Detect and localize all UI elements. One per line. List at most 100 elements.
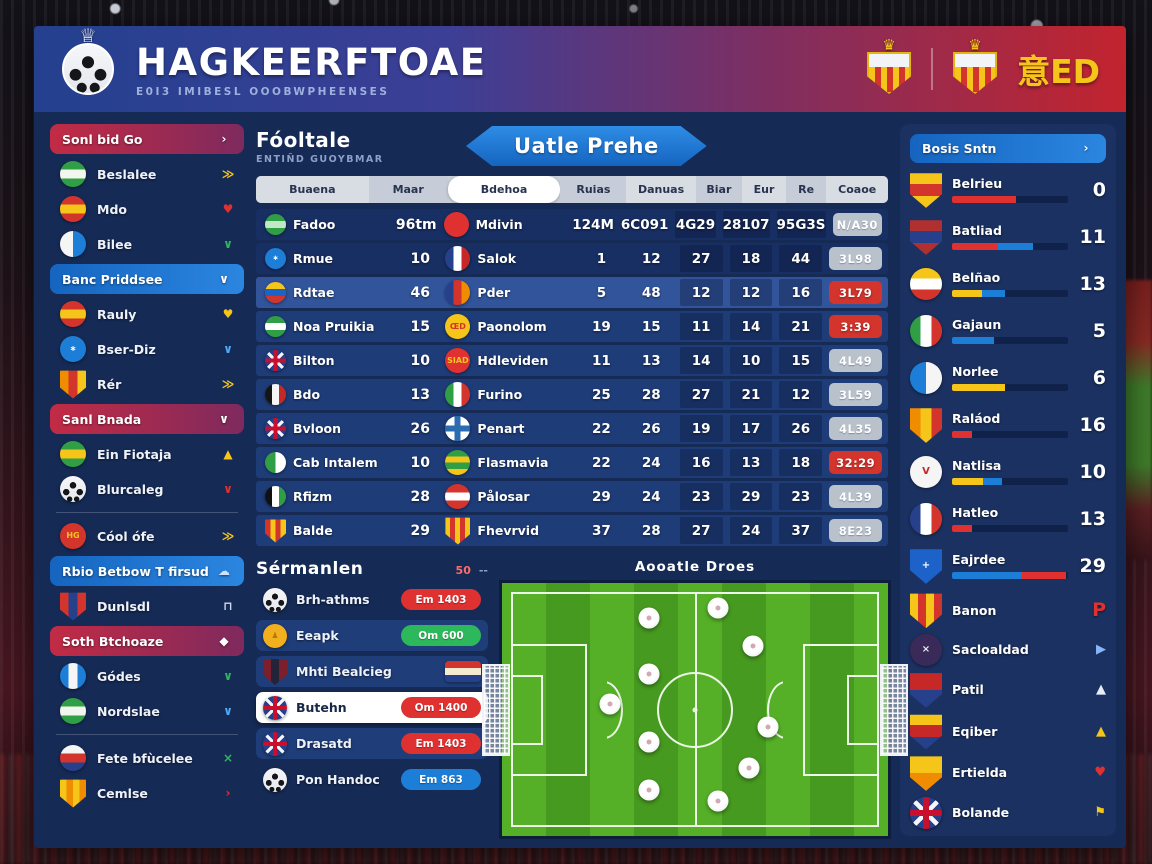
team1-name: Bilton [293,353,335,368]
team2-name: Pålosar [477,489,530,504]
odds-badge[interactable]: 4L39 [829,485,882,508]
sidebar-item[interactable]: Dunlsdl ⊓ [50,591,244,621]
table-row[interactable]: Fadoo 96tm Mdivin 124M 6C091 4G29 28107 95G3S N/… [256,209,888,240]
odds-badge[interactable]: N/A30 [832,213,882,236]
tab-re[interactable]: Re [785,176,827,203]
tab-danuas[interactable]: Danuas [626,176,696,203]
sidebar-item[interactable]: Fete bfùcelee × [50,743,244,773]
sidebar-item[interactable]: Gódes ∨ [50,661,244,691]
ranking-item[interactable]: Batliad 11 [910,217,1106,257]
odds-badge[interactable]: 4L49 [829,349,882,372]
tab-coaoe[interactable]: Coaoe [826,176,888,203]
goal-box-right [847,674,879,745]
odds-badge[interactable]: 4L35 [829,417,882,440]
sidebar-item[interactable]: Beslalee ≫ [50,159,244,189]
ranking-item[interactable]: Banon P [910,593,1106,629]
ranking-item[interactable]: Bolande ⚑ [910,796,1106,829]
table-row[interactable]: Bilton 10 SIAD Hdleviden 11 13 14 10 15 4L49 [256,345,888,376]
sidebar-divider [56,512,238,513]
ranking-item[interactable]: Eqiber ▲ [910,714,1106,750]
sidebar-item[interactable]: Ein Fiotaja ▲ [50,439,244,469]
standings-item[interactable]: Brh-athms Em 1403 [256,584,488,615]
sidebar-item[interactable]: Blurcaleg ∨ [50,474,244,504]
progress-segment [952,243,999,251]
team-crest-icon [445,382,471,407]
time-pill: Om 1400 [401,697,481,718]
table-row[interactable]: Rdtae 46 Pder 5 48 12 12 16 3L79 [256,277,888,308]
table-row[interactable]: Noa Pruikia 15 ŒD Paonolom 19 15 11 14 21 3:39 [256,311,888,342]
sidebar-section-button[interactable]: Rbio Betbow T firsud ☁ [50,556,244,586]
table-row[interactable]: Bvloon 26 Penart 22 26 19 17 26 4L35 [256,413,888,444]
sidebar-item[interactable]: HG Cóol ófe ≫ [50,521,244,551]
odds-badge[interactable]: 8E23 [829,519,882,542]
odds-badge[interactable]: 3L79 [829,281,882,304]
tab-buaena[interactable]: Buaena [256,176,369,203]
stat-cell: 23 [679,483,723,510]
sidebar-section-button[interactable]: Sanl Bnada ∨ [50,404,244,434]
team1-value: 96tm [395,216,437,233]
ranking-item[interactable]: Patil ▲ [910,672,1106,708]
ranking-item[interactable]: + Eajrdee 29 [910,546,1106,586]
odds-badge[interactable]: 32:29 [829,451,882,474]
time-pill: Em 1403 [401,733,481,754]
status-icon: ⚑ [1094,805,1106,821]
ranking-item[interactable]: Raláod 16 [910,405,1106,445]
sidebar-section-button[interactable]: Sonl bid Go › [50,124,244,154]
update-button[interactable]: Uatle Prehe [466,126,707,166]
player-marker [638,731,660,753]
team-crest-icon [445,450,471,475]
standings-more[interactable]: -- [478,564,488,577]
ranking-item[interactable]: Belñao 13 [910,264,1106,304]
sidebar-section-button[interactable]: Soth Btchoaze ◆ [50,626,244,656]
sidebar-section-button[interactable]: Banc Priddsee ∨ [50,264,244,294]
ranking-item[interactable]: V Natlisa 10 [910,452,1106,492]
standings-item[interactable]: Pon Handoc Em 863 [256,764,488,795]
ranking-item-body: Ertielda [952,765,1066,780]
table-row[interactable]: Balde 29 Fhevrvid 37 28 27 24 37 8E23 [256,515,888,546]
ranking-item[interactable]: Gajaun 5 [910,311,1106,351]
team-flag-icon [60,301,86,327]
team-flag-icon [60,231,86,257]
team1-value: 10 [410,250,431,267]
standings-item[interactable]: Drasatd Em 1403 [256,728,488,759]
chevron-icon: ≫ [221,167,235,181]
tab-ruias[interactable]: Ruias [560,176,627,203]
header-divider [931,48,934,90]
right-sidebar-header-button[interactable]: Bosis Sntn › [910,134,1106,163]
standings-item[interactable]: Mhti Bealcieg [256,656,488,687]
tab-maar[interactable]: Maar [368,176,448,203]
tab-bdehoa[interactable]: Bdehoa [447,176,561,203]
sidebar-item[interactable]: Cemlse › [50,778,244,808]
ranking-item[interactable]: Norlee 6 [910,358,1106,398]
odds-badge[interactable]: 3:39 [829,315,882,338]
odds-badge[interactable]: 3L98 [829,247,882,270]
content-area: Sonl bid Go › Beslalee ≫ Mdo ♥ Bilee ∨ Banc Prid… [34,112,1126,848]
sidebar-item[interactable]: Nordslae ∨ [50,696,244,726]
ranking-item[interactable]: Hatleo 13 [910,499,1106,539]
sidebar-item[interactable]: Mdo ♥ [50,194,244,224]
tab-biar[interactable]: Biar [695,176,743,203]
stat-cell: 22 [592,454,611,471]
crown-icon: ♛ [968,36,982,54]
table-row[interactable]: Rfizm 28 Pålosar 29 24 23 29 23 4L39 [256,481,888,512]
standings-item[interactable]: Butehn Om 1400 [256,692,488,723]
standings-item[interactable]: ♟ Eeapk Om 600 [256,620,488,651]
sidebar-item[interactable]: Rér ≫ [50,369,244,399]
sidebar-item-label: Dunlsdl [97,598,151,614]
sidebar-item[interactable]: Bilee ∨ [50,229,244,259]
table-row[interactable]: Bdo 13 Furino 25 28 27 21 12 3L59 [256,379,888,410]
table-row[interactable]: Cab Intalem 10 Flasmavia 22 24 16 13 18 32:29 [256,447,888,478]
ranking-value: 11 [1079,225,1106,248]
odds-badge[interactable]: 3L59 [829,383,882,406]
team-flag-icon [60,592,86,621]
chevron-icon: ☁ [218,564,230,578]
stat-cell: 44 [779,245,823,272]
table-row[interactable]: ∗ Rmue 10 Salok 1 12 27 18 44 3L98 [256,243,888,274]
player-marker [742,635,764,657]
ranking-item[interactable]: × Sacloaldad ▶ [910,633,1106,666]
ranking-item[interactable]: Belrieu 0 [910,170,1106,210]
tab-eur[interactable]: Eur [742,176,786,203]
ranking-item[interactable]: Ertielda ♥ [910,756,1106,791]
sidebar-item[interactable]: Rauly ♥ [50,299,244,329]
sidebar-item[interactable]: ∗ Bser-Diz ∨ [50,334,244,364]
